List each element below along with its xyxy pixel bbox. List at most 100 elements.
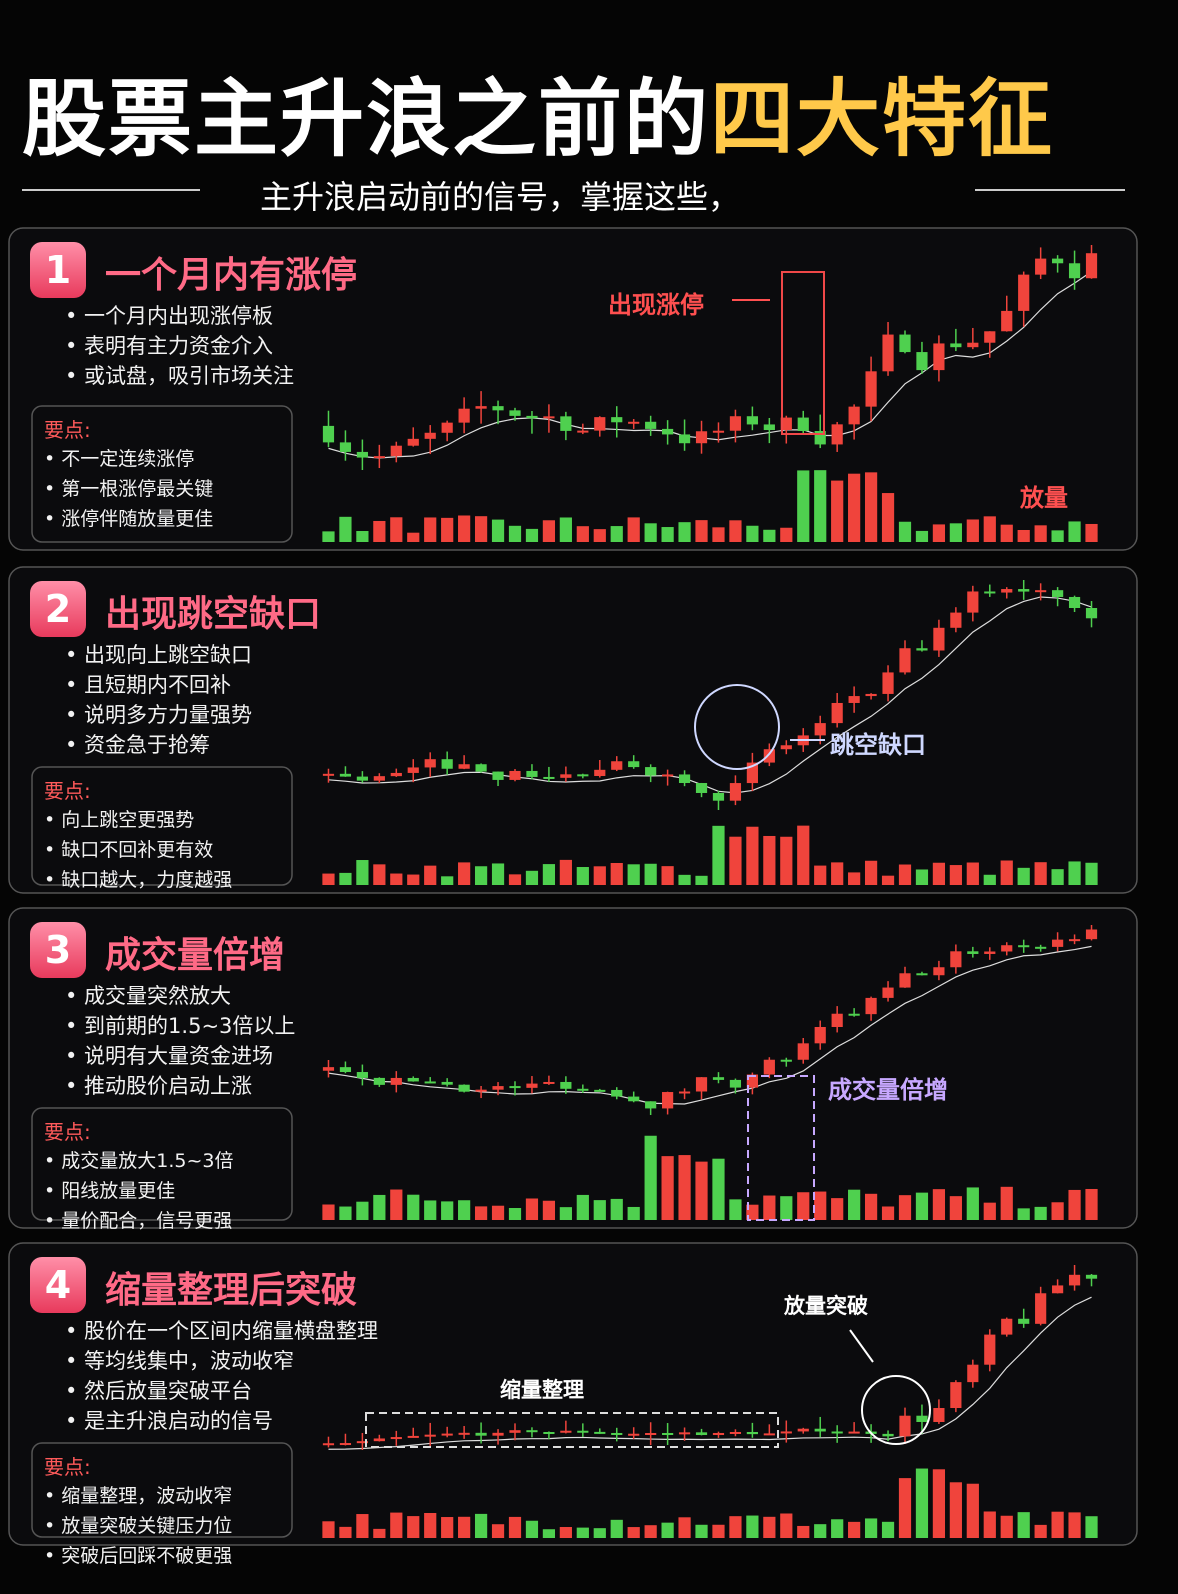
- volume-bar: [746, 826, 759, 885]
- volume-bar: [576, 867, 589, 885]
- point: • 到前期的1.5~3倍以上: [65, 1014, 296, 1038]
- candle-body: [390, 772, 402, 777]
- candle-body: [560, 416, 572, 431]
- volume-bar: [983, 1511, 996, 1538]
- candle-body: [458, 764, 470, 769]
- title: 股票主升浪之前的四大特征: [22, 52, 1054, 173]
- candle-body: [1001, 310, 1013, 332]
- volume-bar: [831, 1198, 844, 1220]
- candle-body: [1068, 263, 1081, 279]
- key-point: • 放量突破关键压力位: [44, 1515, 233, 1537]
- volume-bar: [576, 1194, 589, 1220]
- candle-body: [526, 1083, 538, 1088]
- candle-body: [594, 1431, 606, 1434]
- key-point: • 阳线放量更佳: [44, 1180, 176, 1202]
- candle-body: [1085, 929, 1098, 940]
- key-point: • 缩量整理，波动收窄: [44, 1485, 233, 1507]
- key-point: • 成交量放大1.5~3倍: [44, 1150, 234, 1172]
- candle-body: [967, 591, 979, 613]
- volume-bar: [322, 531, 335, 542]
- candle-body: [424, 1081, 436, 1084]
- candle-body: [933, 1408, 945, 1422]
- point: • 表明有主力资金介入: [65, 334, 274, 358]
- candle-body: [933, 627, 945, 651]
- volume-bar: [593, 866, 606, 885]
- section-title: 一个月内有涨停: [105, 255, 358, 296]
- volume-bar: [932, 1189, 946, 1220]
- volume-bar: [966, 519, 979, 542]
- volume-bar: [661, 1522, 674, 1538]
- candle-body: [458, 1084, 470, 1092]
- panel: [8, 566, 1138, 894]
- candle-body: [916, 973, 928, 976]
- volume-bar: [763, 1195, 776, 1220]
- volume-bar: [864, 1518, 878, 1538]
- candle-body: [1085, 608, 1098, 619]
- candle-body: [712, 792, 725, 801]
- candle-body: [1085, 253, 1098, 279]
- candle-body: [356, 451, 368, 458]
- candle-body: [814, 1027, 826, 1044]
- point: • 资金急于抢筹: [65, 733, 211, 757]
- volume-bar: [881, 1521, 895, 1538]
- candle-body: [492, 1432, 504, 1436]
- point: • 成交量突然放大: [65, 984, 232, 1008]
- volume-bar: [966, 862, 979, 885]
- point: • 说明多方力量强势: [65, 703, 253, 727]
- volume-bar: [763, 1516, 776, 1538]
- volume-bar: [695, 1161, 708, 1220]
- volume-bar: [1000, 1515, 1013, 1538]
- point: • 推动股价启动上涨: [65, 1074, 253, 1098]
- candle-body: [322, 425, 335, 443]
- volume-bar: [915, 1192, 929, 1220]
- candle-body: [763, 1433, 775, 1436]
- annotation: 放量: [1020, 484, 1068, 512]
- volume-bar: [627, 517, 640, 542]
- volume-bar: [424, 517, 437, 542]
- volume-bar: [525, 528, 539, 542]
- volume-bar: [661, 866, 674, 885]
- candle-body: [729, 416, 742, 431]
- candle-body: [526, 770, 538, 777]
- candle-body: [441, 1433, 453, 1436]
- candle-body: [322, 1067, 335, 1071]
- volume-bar: [966, 1483, 979, 1538]
- key-box: [31, 1442, 293, 1538]
- annotation: 缩量整理: [500, 1378, 584, 1402]
- volume-bar: [1000, 860, 1013, 885]
- candle-body: [746, 416, 758, 425]
- point: • 股价在一个区间内缩量横盘整理: [65, 1319, 379, 1343]
- volume-bar: [525, 870, 539, 885]
- volume-bar: [983, 516, 996, 542]
- volume-bar: [491, 863, 505, 885]
- candle-body: [814, 723, 826, 736]
- volume-bar: [814, 865, 827, 885]
- candle-body: [509, 410, 521, 416]
- candle-body: [1001, 589, 1013, 593]
- candle-body: [509, 1086, 521, 1089]
- candle-body: [390, 445, 402, 457]
- candle-body: [797, 1428, 809, 1432]
- volume-bar: [542, 520, 556, 542]
- candle-body: [746, 1431, 758, 1435]
- candle-body: [322, 1443, 335, 1446]
- volume-bar: [593, 1200, 606, 1220]
- volume-bar: [864, 1193, 878, 1220]
- candle-body: [678, 774, 691, 784]
- volume-bar: [746, 1204, 759, 1220]
- candle-body: [356, 1441, 368, 1444]
- volume-bar: [644, 523, 657, 542]
- candle-body: [916, 648, 928, 651]
- highlight-circle: [861, 1375, 931, 1445]
- candle-body: [356, 1072, 368, 1078]
- section-number: 2: [30, 581, 86, 637]
- candle-body: [611, 1089, 623, 1097]
- candle-body: [492, 1086, 504, 1090]
- candle-body: [916, 352, 928, 371]
- volume-bar: [1034, 1206, 1047, 1220]
- volume-bar: [1017, 867, 1030, 885]
- candle-body: [882, 1433, 894, 1437]
- candle-body: [763, 749, 775, 763]
- candle-body: [865, 997, 877, 1015]
- candle-body: [475, 406, 487, 409]
